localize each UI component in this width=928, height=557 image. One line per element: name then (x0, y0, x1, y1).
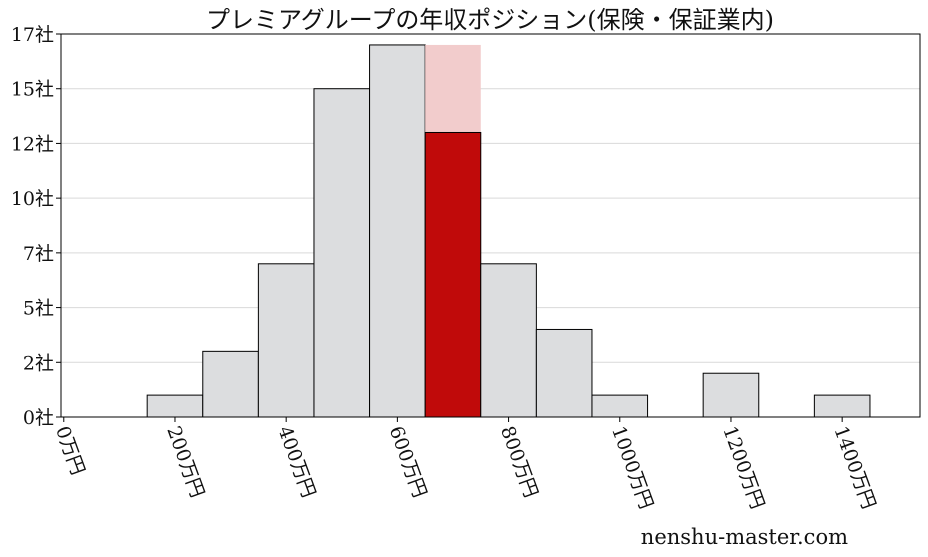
bar (313, 88, 371, 418)
bars (146, 44, 871, 418)
highlight-bar (424, 131, 482, 418)
x-tick-label: 800万円 (496, 423, 542, 500)
x-tick-label: 0万円 (51, 423, 89, 478)
bar (369, 44, 426, 418)
bar (591, 394, 649, 418)
x-tick-label: 400万円 (273, 423, 319, 500)
plot-frame (60, 33, 921, 418)
x-tick-label: 200万円 (162, 423, 208, 500)
x-tick-label: 1400万円 (829, 423, 879, 512)
bar (535, 328, 593, 418)
chart-title: プレミアグループの年収ポジション(保険・保証業内) (206, 6, 774, 34)
y-tick-label: 5社 (23, 298, 54, 320)
y-axis: 0社 2社 5社 7社 10社 12社 15社 17社 (11, 24, 61, 429)
y-tick-label: 17社 (11, 24, 54, 46)
y-tick-label: 2社 (23, 352, 54, 374)
bar (202, 350, 259, 418)
bar (480, 263, 537, 418)
y-tick-label: 15社 (11, 79, 54, 101)
x-tick-label: 1000万円 (607, 423, 657, 512)
highlight-range-bar (425, 44, 481, 133)
bar (702, 372, 760, 418)
bar (257, 263, 315, 418)
bar (813, 394, 871, 418)
x-tick-label: 600万円 (385, 423, 431, 500)
x-axis: 0万円 200万円 400万円 600万円 800万円 1000万円 1200万円 1400万… (51, 417, 880, 512)
y-tick-label: 0社 (23, 407, 54, 429)
y-tick-label: 7社 (23, 243, 54, 265)
y-tick-label: 12社 (11, 133, 54, 155)
y-tick-label: 10社 (11, 188, 54, 210)
bar (146, 394, 204, 418)
watermark: nenshu-master.com (641, 525, 848, 549)
x-tick-label: 1200万円 (718, 423, 768, 512)
